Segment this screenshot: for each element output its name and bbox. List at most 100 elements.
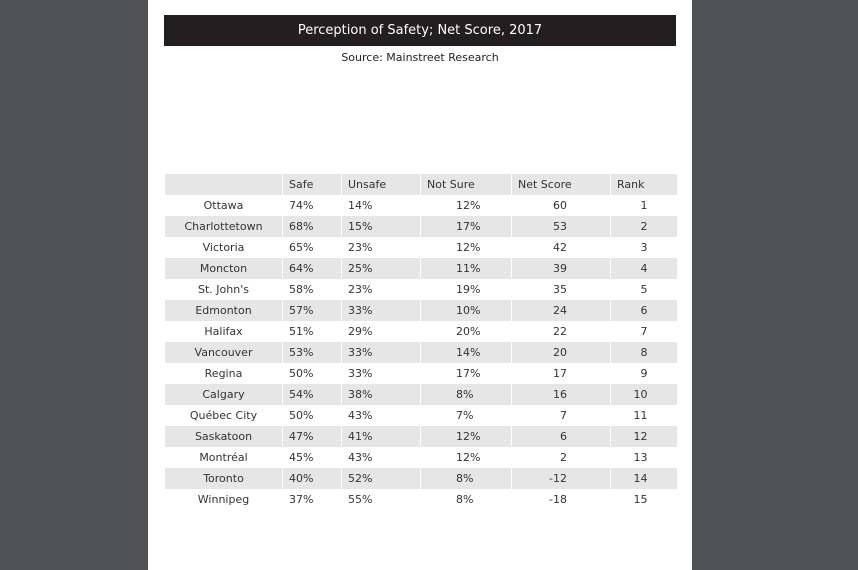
value-cell: 2 — [610, 216, 677, 237]
city-cell: St. John's — [164, 279, 283, 300]
table-row: Charlottetown 68% 15% 17% 53 2 — [164, 216, 677, 237]
value-cell: 60 — [511, 195, 611, 216]
table-row: Moncton 64% 25% 11% 39 4 — [164, 258, 677, 279]
document-page: Perception of Safety; Net Score, 2017 So… — [148, 0, 692, 570]
value-cell: 41% — [341, 426, 421, 447]
value-cell: 22 — [511, 321, 611, 342]
value-cell: 53% — [282, 342, 342, 363]
value-cell: 9 — [610, 363, 677, 384]
value-cell: 33% — [341, 300, 421, 321]
value-cell: 37% — [282, 489, 342, 510]
value-cell: 12 — [610, 426, 677, 447]
table-row: Calgary 54% 38% 8% 16 10 — [164, 384, 677, 405]
value-cell: 10 — [610, 384, 677, 405]
value-cell: 11 — [610, 405, 677, 426]
column-header: Rank — [610, 174, 677, 195]
value-cell: 14% — [420, 342, 512, 363]
value-cell: 10% — [420, 300, 512, 321]
value-cell: 58% — [282, 279, 342, 300]
value-cell: 47% — [282, 426, 342, 447]
value-cell: 16 — [511, 384, 611, 405]
city-cell: Calgary — [164, 384, 283, 405]
value-cell: 53 — [511, 216, 611, 237]
table-row: Victoria 65% 23% 12% 42 3 — [164, 237, 677, 258]
value-cell: 15% — [341, 216, 421, 237]
column-header: Unsafe — [341, 174, 421, 195]
value-cell: 7 — [610, 321, 677, 342]
data-table: Safe Unsafe Not Sure Net Score Rank Ottawa 74… — [164, 174, 677, 510]
value-cell: 65% — [282, 237, 342, 258]
value-cell: 3 — [610, 237, 677, 258]
header-row: Safe Unsafe Not Sure Net Score Rank — [164, 174, 677, 195]
value-cell: 29% — [341, 321, 421, 342]
value-cell: 4 — [610, 258, 677, 279]
table-row: St. John's 58% 23% 19% 35 5 — [164, 279, 677, 300]
table-row: Vancouver 53% 33% 14% 20 8 — [164, 342, 677, 363]
table-row: Ottawa 74% 14% 12% 60 1 — [164, 195, 677, 216]
value-cell: 35 — [511, 279, 611, 300]
table-row: Winnipeg 37% 55% 8% -18 15 — [164, 489, 677, 510]
column-header: Net Score — [511, 174, 611, 195]
column-header: Safe — [282, 174, 342, 195]
value-cell: 42 — [511, 237, 611, 258]
value-cell: 19% — [420, 279, 512, 300]
value-cell: 55% — [341, 489, 421, 510]
value-cell: 7% — [420, 405, 512, 426]
value-cell: 64% — [282, 258, 342, 279]
column-header — [164, 174, 283, 195]
value-cell: 50% — [282, 405, 342, 426]
value-cell: 13 — [610, 447, 677, 468]
value-cell: 6 — [610, 300, 677, 321]
city-cell: Saskatoon — [164, 426, 283, 447]
value-cell: 33% — [341, 363, 421, 384]
value-cell: 50% — [282, 363, 342, 384]
city-cell: Winnipeg — [164, 489, 283, 510]
city-cell: Ottawa — [164, 195, 283, 216]
table-row: Regina 50% 33% 17% 17 9 — [164, 363, 677, 384]
value-cell: -18 — [511, 489, 611, 510]
value-cell: 7 — [511, 405, 611, 426]
city-cell: Victoria — [164, 237, 283, 258]
city-cell: Vancouver — [164, 342, 283, 363]
column-header: Not Sure — [420, 174, 512, 195]
value-cell: 24 — [511, 300, 611, 321]
value-cell: 12% — [420, 426, 512, 447]
city-cell: Halifax — [164, 321, 283, 342]
table-row: Toronto 40% 52% 8% -12 14 — [164, 468, 677, 489]
value-cell: 25% — [341, 258, 421, 279]
value-cell: 17% — [420, 363, 512, 384]
value-cell: 11% — [420, 258, 512, 279]
city-cell: Québec City — [164, 405, 283, 426]
value-cell: 40% — [282, 468, 342, 489]
city-cell: Moncton — [164, 258, 283, 279]
table-row: Québec City 50% 43% 7% 7 11 — [164, 405, 677, 426]
value-cell: 38% — [341, 384, 421, 405]
city-cell: Toronto — [164, 468, 283, 489]
value-cell: 33% — [341, 342, 421, 363]
value-cell: 14 — [610, 468, 677, 489]
value-cell: 57% — [282, 300, 342, 321]
value-cell: 51% — [282, 321, 342, 342]
table-row: Saskatoon 47% 41% 12% 6 12 — [164, 426, 677, 447]
value-cell: 43% — [341, 405, 421, 426]
value-cell: 12% — [420, 237, 512, 258]
value-cell: 20 — [511, 342, 611, 363]
value-cell: 12% — [420, 447, 512, 468]
value-cell: 8% — [420, 468, 512, 489]
value-cell: 15 — [610, 489, 677, 510]
value-cell: 14% — [341, 195, 421, 216]
value-cell: 12% — [420, 195, 512, 216]
value-cell: 8 — [610, 342, 677, 363]
value-cell: 45% — [282, 447, 342, 468]
table-row: Edmonton 57% 33% 10% 24 6 — [164, 300, 677, 321]
value-cell: 54% — [282, 384, 342, 405]
source-note: Source: Mainstreet Research — [341, 51, 499, 64]
value-cell: 6 — [511, 426, 611, 447]
value-cell: 23% — [341, 237, 421, 258]
table-row: Halifax 51% 29% 20% 22 7 — [164, 321, 677, 342]
value-cell: 8% — [420, 489, 512, 510]
value-cell: 39 — [511, 258, 611, 279]
city-cell: Montréal — [164, 447, 283, 468]
value-cell: 17 — [511, 363, 611, 384]
city-cell: Edmonton — [164, 300, 283, 321]
